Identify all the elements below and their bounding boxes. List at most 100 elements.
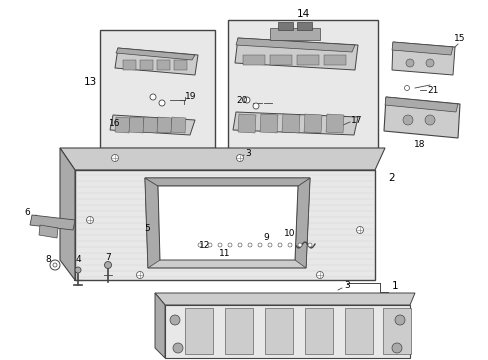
- Polygon shape: [60, 148, 384, 170]
- Polygon shape: [232, 112, 357, 135]
- Circle shape: [425, 59, 433, 67]
- Circle shape: [207, 243, 212, 247]
- Polygon shape: [30, 215, 75, 230]
- Text: 9: 9: [263, 233, 268, 242]
- Bar: [324, 55, 346, 65]
- Polygon shape: [294, 178, 309, 268]
- Bar: [243, 55, 264, 65]
- Polygon shape: [155, 293, 164, 358]
- Polygon shape: [304, 114, 321, 133]
- Polygon shape: [384, 97, 457, 112]
- Text: 10: 10: [284, 229, 295, 238]
- Circle shape: [170, 315, 180, 325]
- Circle shape: [267, 243, 271, 247]
- Polygon shape: [383, 97, 459, 138]
- Polygon shape: [391, 42, 454, 75]
- Text: 11: 11: [219, 248, 230, 257]
- Polygon shape: [145, 178, 160, 268]
- Bar: [227, 20, 377, 152]
- Polygon shape: [155, 293, 414, 305]
- Bar: [174, 60, 186, 70]
- Polygon shape: [224, 308, 252, 354]
- Polygon shape: [345, 308, 372, 354]
- Circle shape: [244, 97, 249, 103]
- Polygon shape: [39, 225, 58, 238]
- Polygon shape: [145, 178, 309, 186]
- Text: 21: 21: [427, 86, 438, 95]
- Text: 8: 8: [45, 256, 51, 265]
- Circle shape: [238, 243, 242, 247]
- Circle shape: [404, 86, 408, 90]
- Text: 18: 18: [413, 140, 425, 149]
- Polygon shape: [184, 308, 213, 354]
- Text: 4: 4: [75, 256, 81, 265]
- Circle shape: [287, 243, 291, 247]
- Circle shape: [218, 243, 222, 247]
- Text: 20: 20: [236, 95, 247, 104]
- Polygon shape: [260, 114, 278, 133]
- Bar: [269, 55, 291, 65]
- Polygon shape: [75, 170, 374, 280]
- Circle shape: [278, 243, 282, 247]
- Circle shape: [111, 154, 118, 162]
- Polygon shape: [142, 117, 158, 133]
- Circle shape: [391, 343, 401, 353]
- Circle shape: [252, 103, 259, 109]
- Text: 3: 3: [244, 149, 250, 158]
- Text: 16: 16: [109, 118, 121, 127]
- Text: 2: 2: [388, 173, 394, 183]
- Circle shape: [227, 243, 231, 247]
- Circle shape: [258, 243, 262, 247]
- Polygon shape: [238, 114, 256, 133]
- Text: 12: 12: [199, 242, 210, 251]
- Polygon shape: [236, 38, 354, 52]
- Polygon shape: [282, 114, 299, 133]
- Polygon shape: [235, 38, 357, 70]
- Polygon shape: [305, 308, 332, 354]
- Polygon shape: [382, 308, 410, 354]
- Circle shape: [150, 94, 156, 100]
- Circle shape: [50, 260, 60, 270]
- Text: 17: 17: [350, 116, 362, 125]
- Circle shape: [424, 115, 434, 125]
- Text: 5: 5: [144, 224, 149, 233]
- Circle shape: [394, 315, 404, 325]
- Polygon shape: [264, 308, 292, 354]
- Polygon shape: [158, 186, 297, 260]
- Circle shape: [316, 271, 323, 279]
- Bar: [123, 60, 136, 70]
- Circle shape: [247, 243, 251, 247]
- Polygon shape: [191, 240, 209, 252]
- Circle shape: [297, 243, 302, 247]
- Polygon shape: [325, 114, 343, 133]
- Text: 15: 15: [453, 33, 465, 42]
- Text: 14: 14: [296, 9, 309, 19]
- Bar: [100, 30, 215, 148]
- Bar: [269, 28, 319, 40]
- Text: 13: 13: [83, 77, 97, 87]
- Circle shape: [405, 59, 413, 67]
- Circle shape: [402, 115, 412, 125]
- Circle shape: [159, 100, 164, 106]
- Polygon shape: [115, 117, 130, 133]
- Text: 1: 1: [391, 281, 398, 291]
- Polygon shape: [164, 305, 409, 358]
- Polygon shape: [110, 115, 195, 135]
- Polygon shape: [60, 148, 75, 280]
- Polygon shape: [157, 117, 172, 133]
- Bar: [278, 22, 292, 30]
- Polygon shape: [129, 117, 143, 133]
- Text: 3: 3: [344, 282, 349, 291]
- Bar: [296, 55, 318, 65]
- Bar: [157, 60, 170, 70]
- Text: 19: 19: [185, 91, 196, 100]
- Circle shape: [104, 261, 111, 269]
- Circle shape: [53, 263, 57, 267]
- Polygon shape: [145, 178, 309, 268]
- Circle shape: [173, 343, 183, 353]
- Circle shape: [198, 243, 202, 247]
- Polygon shape: [115, 48, 198, 75]
- Polygon shape: [116, 48, 195, 60]
- Polygon shape: [391, 42, 452, 55]
- Bar: [140, 60, 153, 70]
